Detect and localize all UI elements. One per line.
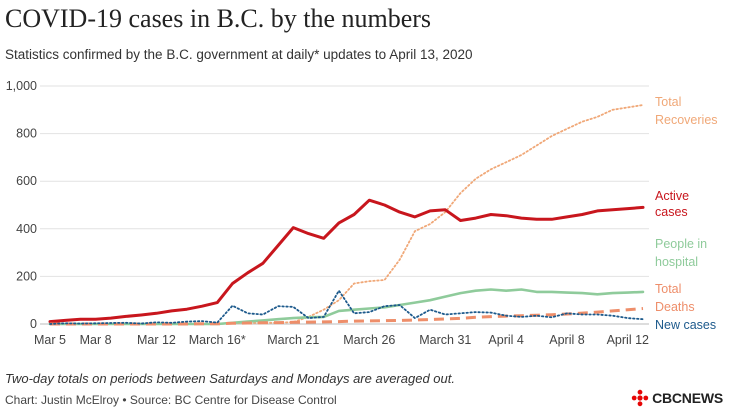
- line-chart: 0 200 400 600 800 1,000 Mar 5 Mar 8 Mar 12 March …: [6, 79, 718, 347]
- series-layer: [48, 104, 645, 326]
- x-tick-label: Mar 12: [137, 333, 176, 347]
- y-tick-label: 400: [16, 222, 37, 236]
- x-tick-label: April 4: [488, 333, 523, 347]
- chart-title: COVID-19 cases in B.C. by the numbers: [5, 4, 432, 33]
- series-label-active-cases: Active cases: [655, 189, 689, 219]
- series-line-people-in-hospital: [48, 288, 645, 326]
- chart-subtitle: Statistics confirmed by the B.C. governm…: [5, 47, 473, 62]
- series-label-people-in-hospital: People in hospital: [655, 237, 707, 269]
- series-line-active-cases: [48, 198, 645, 324]
- x-tick-label: March 31: [419, 333, 471, 347]
- cbc-logo: CBCNEWS: [631, 389, 723, 407]
- series-line-new-cases: [49, 289, 644, 325]
- x-tick-label: March 21: [267, 333, 319, 347]
- series-line-total-deaths: [50, 307, 644, 326]
- x-tick-label: April 8: [549, 333, 584, 347]
- grid-layer: [40, 85, 649, 325]
- x-tick-label: April 12: [607, 333, 649, 347]
- chart-credit: Chart: Justin McElroy • Source: BC Centr…: [5, 393, 337, 407]
- series-label-new-cases: New cases: [655, 318, 716, 332]
- y-tick-label: 800: [16, 127, 37, 141]
- y-tick-label: 0: [30, 317, 37, 331]
- y-tick-label: 200: [16, 269, 37, 283]
- y-tick-label: 1,000: [6, 79, 37, 93]
- x-tick-label: Mar 8: [80, 333, 112, 347]
- series-label-total-deaths: Total Deaths: [655, 282, 695, 314]
- series-line-total-recoveries: [49, 104, 644, 325]
- y-tick-label: 600: [16, 174, 37, 188]
- labels-layer: 0 200 400 600 800 1,000 Mar 5 Mar 8 Mar 12 March …: [6, 79, 718, 347]
- series-label-total-recoveries: Total Recoveries: [655, 95, 718, 127]
- cbc-logo-text: CBCNEWS: [652, 390, 723, 406]
- footnote: Two-day totals on periods between Saturd…: [5, 371, 455, 386]
- x-tick-label: Mar 5: [34, 333, 66, 347]
- x-tick-label: March 16*: [189, 333, 246, 347]
- x-tick-label: March 26: [343, 333, 395, 347]
- cbc-gem-icon: [631, 389, 649, 407]
